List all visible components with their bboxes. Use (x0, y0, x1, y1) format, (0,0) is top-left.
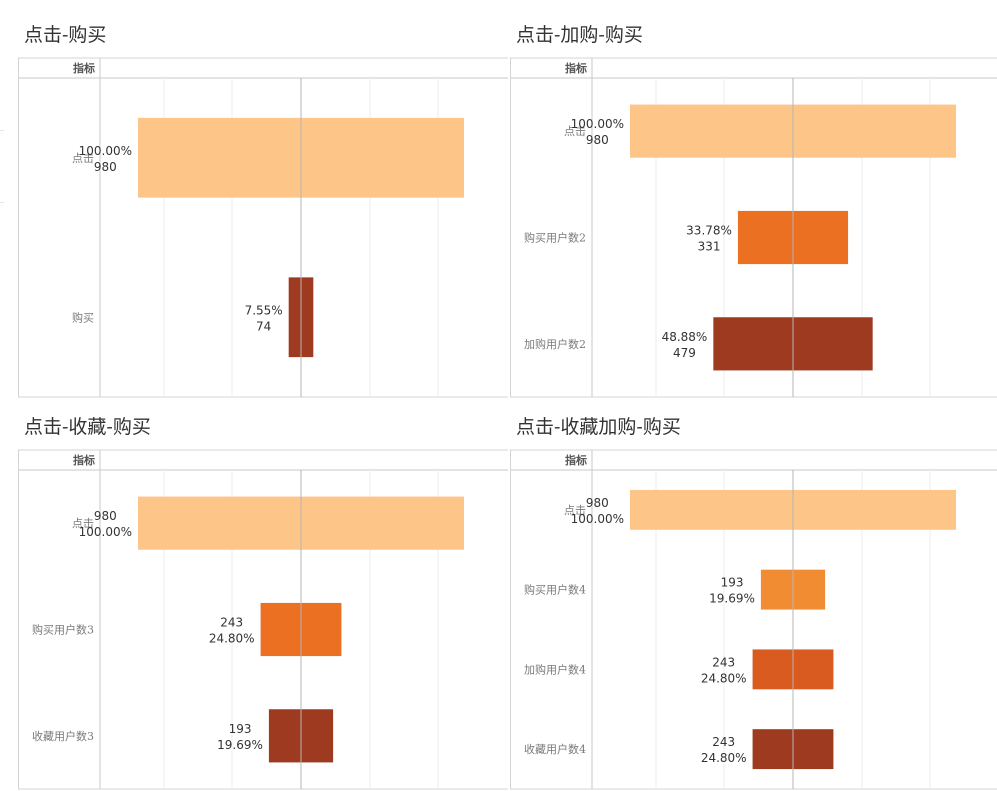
data-label: 243 (712, 655, 735, 669)
data-label: 33.78% (686, 224, 732, 238)
category-label: 点击 (564, 504, 586, 517)
header-label: 指标 (73, 453, 95, 467)
category-label: 收藏用户数4 (524, 742, 586, 756)
funnel-chart-click-purchase: 点击-购买 指标点击 100.00% 980 购买 7.55% 74 (18, 4, 508, 399)
data-label: 7.55% (245, 303, 283, 317)
data-label: 980 (94, 509, 117, 523)
category-label: 购买用户数4 (524, 583, 586, 597)
data-label: 100.00% (571, 117, 624, 131)
data-label: 100.00% (571, 512, 624, 526)
edge-mark (0, 130, 4, 131)
category-label: 加购用户数2 (524, 337, 586, 351)
data-label: 243 (712, 735, 735, 749)
header-label: 指标 (73, 61, 95, 75)
data-label: 24.80% (701, 671, 747, 685)
data-label: 19.69% (217, 738, 263, 752)
header-label: 指标 (565, 453, 587, 467)
category-label: 购买 (72, 310, 94, 324)
data-label: 331 (698, 240, 721, 254)
category-label: 购买用户数2 (524, 231, 586, 245)
chart-title: 点击-收藏加购-购买 (516, 416, 681, 438)
chart-title: 点击-收藏-购买 (24, 416, 151, 438)
data-label: 48.88% (662, 330, 708, 344)
data-label: 19.69% (709, 592, 755, 606)
category-label: 购买用户数3 (32, 623, 94, 637)
data-label: 100.00% (79, 144, 132, 158)
data-label: 980 (94, 160, 117, 174)
data-label: 24.80% (701, 751, 747, 765)
funnel-chart-click-cart-purchase: 点击-加购-购买 指标点击 100.00% 980 购买用户数2 33.78% 331 加购… (510, 4, 997, 399)
category-label: 点击 (564, 125, 586, 138)
header-label: 指标 (565, 61, 587, 75)
category-label: 点击 (72, 152, 94, 165)
data-label: 980 (586, 496, 609, 510)
category-label: 收藏用户数3 (32, 729, 94, 743)
category-label: 点击 (72, 517, 94, 530)
data-label: 243 (220, 616, 243, 630)
data-label: 24.80% (209, 632, 255, 646)
data-label: 100.00% (79, 525, 132, 539)
data-label: 74 (256, 319, 271, 333)
data-label: 479 (673, 346, 696, 360)
edge-mark (0, 202, 4, 203)
data-label: 193 (721, 576, 744, 590)
data-label: 980 (586, 133, 609, 147)
funnel-chart-click-favcart-purchase: 点击-收藏加购-购买 指标点击 980 100.00% 购买用户数4 193 19.69%… (510, 396, 997, 791)
data-label: 193 (229, 722, 252, 736)
category-label: 加购用户数4 (524, 662, 586, 676)
funnel-chart-click-fav-purchase: 点击-收藏-购买 指标点击 980 100.00% 购买用户数3 243 24.80% 收藏… (18, 396, 508, 791)
chart-title: 点击-加购-购买 (516, 24, 643, 46)
chart-title: 点击-购买 (24, 24, 107, 46)
